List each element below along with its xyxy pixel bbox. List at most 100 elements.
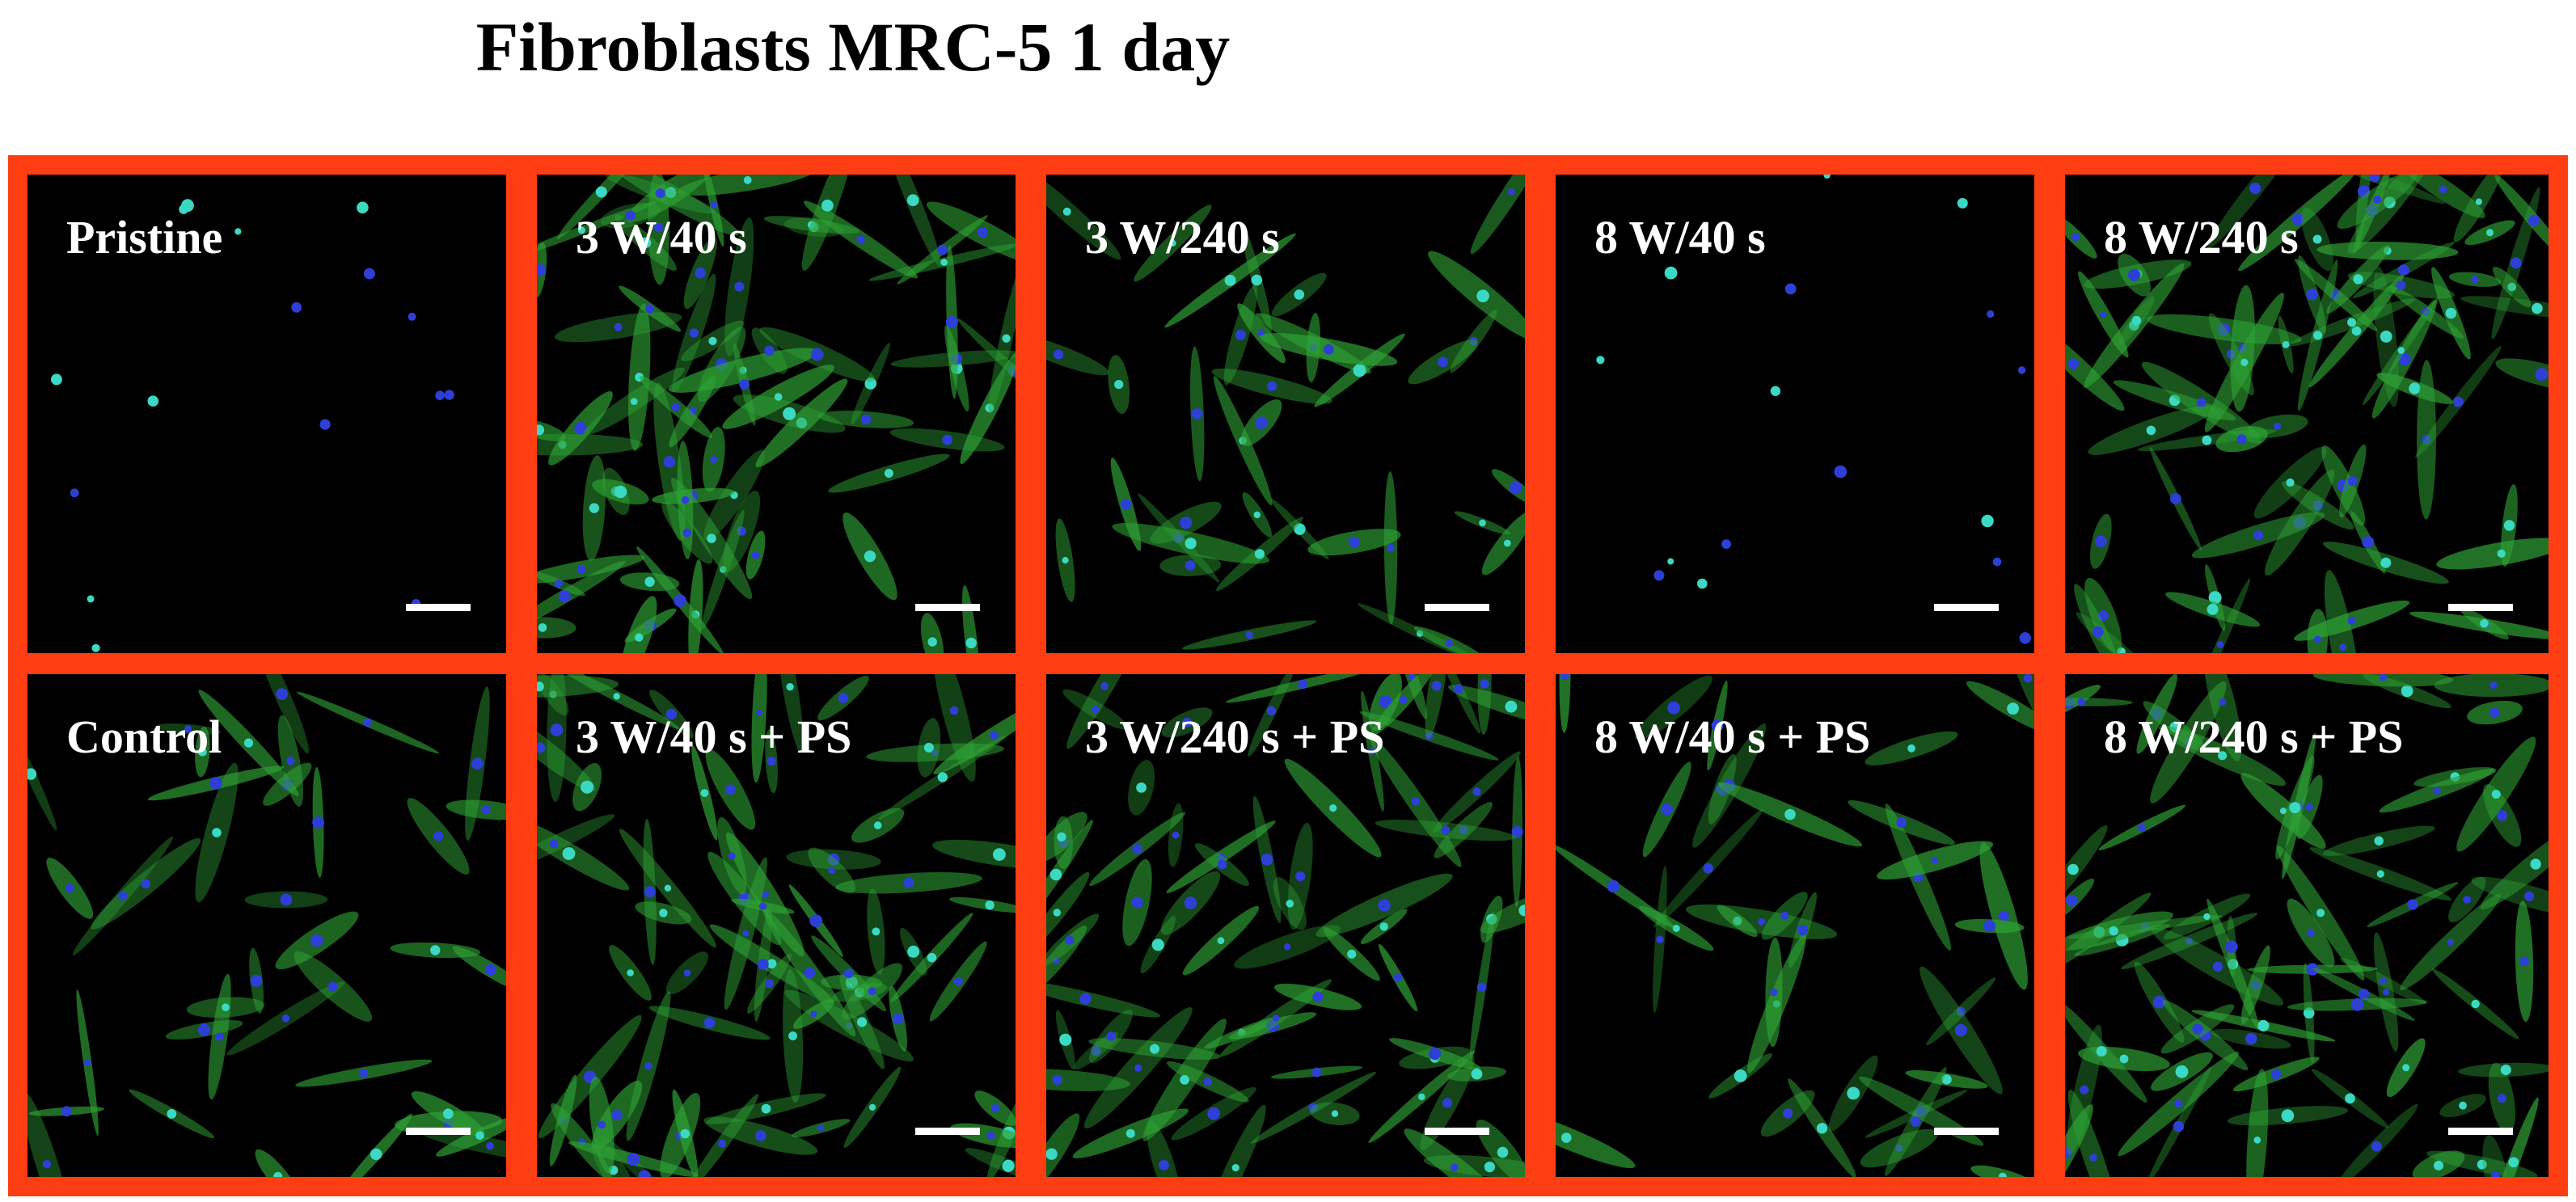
cell-nucleus: [1150, 1044, 1159, 1054]
cell-body: [1046, 980, 1160, 1018]
cell-nucleus: [475, 1131, 484, 1141]
cell-nucleus: [167, 1109, 177, 1119]
cell-nucleus: [1245, 631, 1253, 639]
cell-nucleus: [442, 1108, 454, 1120]
cell-nucleus: [2175, 1065, 2189, 1078]
cell-nucleus: [937, 244, 948, 255]
micrograph-panel-control: Control: [8, 655, 526, 1196]
cell-nucleus: [739, 379, 750, 390]
cell-body: [1046, 1113, 1080, 1177]
micrograph-panel-3w-240s-ps: 3 W/240 s + PS: [1027, 655, 1544, 1196]
cell-nucleus: [665, 708, 678, 720]
cell-nucleus: [558, 590, 571, 603]
cell-nucleus: [1311, 1067, 1322, 1078]
cell-nucleus: [1477, 982, 1487, 992]
cell-nucleus: [1217, 859, 1227, 870]
cell-nucleus: [1100, 682, 1109, 690]
cell-nucleus: [1294, 289, 1305, 300]
cell-nucleus: [940, 258, 948, 266]
cell-nucleus: [2286, 478, 2295, 487]
cell-nucleus: [868, 1103, 876, 1111]
cell-nucleus: [1131, 896, 1143, 909]
cell-nucleus: [2508, 1157, 2519, 1168]
cell-nucleus: [1780, 911, 1789, 921]
cell-nucleus: [1607, 879, 1620, 893]
cell-nucleus: [484, 964, 496, 976]
cell-nucleus: [2347, 318, 2357, 327]
cell-nucleus: [2119, 1054, 2129, 1064]
cell-nucleus: [821, 199, 834, 212]
cell-nucleus: [2510, 257, 2522, 269]
cell-nucleus: [1653, 570, 1665, 581]
cell-nucleus: [2219, 698, 2227, 706]
cell-nucleus: [1329, 804, 1337, 812]
cell-nucleus: [2397, 264, 2409, 276]
cell-nucleus: [2422, 435, 2431, 445]
cell-nucleus: [2453, 396, 2464, 407]
cell-nucleus: [2282, 341, 2290, 348]
cell-nucleus: [2439, 185, 2447, 194]
cell-nucleus: [577, 226, 585, 234]
cell-nucleus: [2109, 926, 2118, 936]
cell-nucleus: [2347, 616, 2356, 625]
cell-nucleus: [1411, 797, 1420, 806]
cell-fluorescence-image: [27, 674, 506, 1177]
cell-nucleus: [2146, 425, 2156, 436]
scale-bar: [2448, 604, 2513, 611]
cell-nucleus: [1998, 910, 2009, 922]
cell-nucleus: [2351, 326, 2362, 336]
cell-nucleus: [1661, 803, 1673, 816]
cell-nucleus: [2281, 1109, 2295, 1122]
cell-body: [2065, 698, 2134, 706]
panel-label: 3 W/240 s: [1085, 211, 1280, 264]
cell-nucleus: [2218, 751, 2228, 761]
cell-nucleus: [363, 268, 375, 280]
cell-nucleus: [873, 821, 882, 829]
cell-nucleus: [1454, 684, 1463, 694]
cell-nucleus: [689, 328, 699, 338]
cell-nucleus: [1180, 1075, 1189, 1085]
cell-nucleus: [703, 1017, 716, 1029]
cell-nucleus: [589, 503, 600, 513]
cell-nucleus: [444, 390, 454, 400]
cell-nucleus: [1184, 896, 1197, 909]
scale-bar: [2448, 1128, 2513, 1135]
cell-nucleus: [1910, 1116, 1921, 1127]
cell-nucleus: [198, 747, 207, 757]
cell-nucleus: [638, 1170, 651, 1177]
cell-nucleus: [2530, 858, 2541, 870]
cell-nucleus: [2407, 899, 2418, 910]
cell-nucleus: [683, 969, 691, 976]
cell-nucleus: [87, 595, 95, 603]
cell-nucleus: [1323, 344, 1334, 355]
cell-nucleus: [2170, 493, 2181, 504]
cell-nucleus: [977, 227, 988, 238]
cell-nucleus: [2216, 641, 2224, 648]
cell-nucleus: [2274, 422, 2282, 430]
cell-nucleus: [990, 731, 999, 740]
cell-nucleus: [2447, 938, 2454, 946]
cell-nucleus: [2380, 331, 2392, 343]
cell-nucleus: [184, 725, 192, 733]
cell-nucleus: [2067, 358, 2080, 369]
cell-nucleus: [2489, 681, 2498, 689]
cell-nucleus: [1134, 1064, 1142, 1072]
cell-nucleus: [433, 831, 444, 841]
cell-nucleus: [2236, 434, 2247, 445]
cell-nucleus: [1057, 832, 1066, 841]
cell-nucleus: [1511, 826, 1523, 837]
cell-nucleus: [1207, 1107, 1221, 1120]
cell-nucleus: [937, 772, 948, 782]
cell-nucleus: [2228, 959, 2239, 970]
cell-nucleus: [435, 390, 445, 401]
cell-nucleus: [2350, 997, 2364, 1011]
cell-nucleus: [1992, 557, 2002, 567]
cell-nucleus: [1431, 681, 1442, 691]
cell-nucleus: [817, 1124, 825, 1132]
micrograph-panel-8w-40s-ps: 8 W/40 s + PS: [1536, 655, 2054, 1196]
cell-nucleus: [2497, 1094, 2506, 1103]
cell-nucleus: [659, 909, 668, 917]
cell-nucleus: [1235, 329, 1246, 340]
cell-fluorescence-image: [1046, 175, 1525, 653]
cell-nucleus: [2092, 626, 2104, 638]
